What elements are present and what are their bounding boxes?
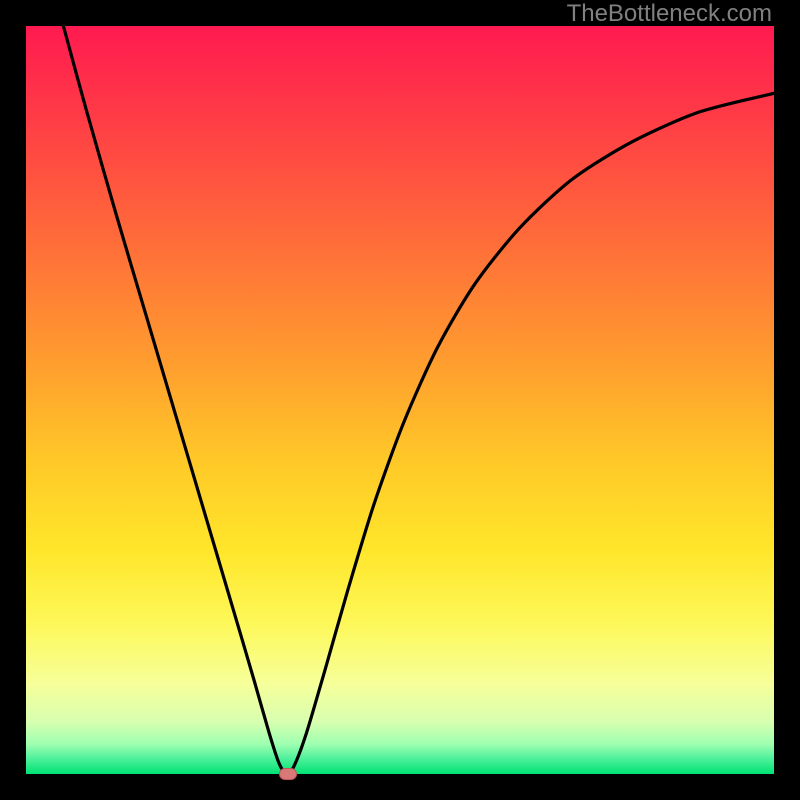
chart-frame [0, 0, 800, 800]
bottleneck-curve [63, 26, 774, 774]
curve-svg [26, 26, 774, 774]
watermark-text: TheBottleneck.com [567, 0, 772, 28]
plot-area [26, 26, 774, 774]
optimum-marker [279, 768, 297, 780]
